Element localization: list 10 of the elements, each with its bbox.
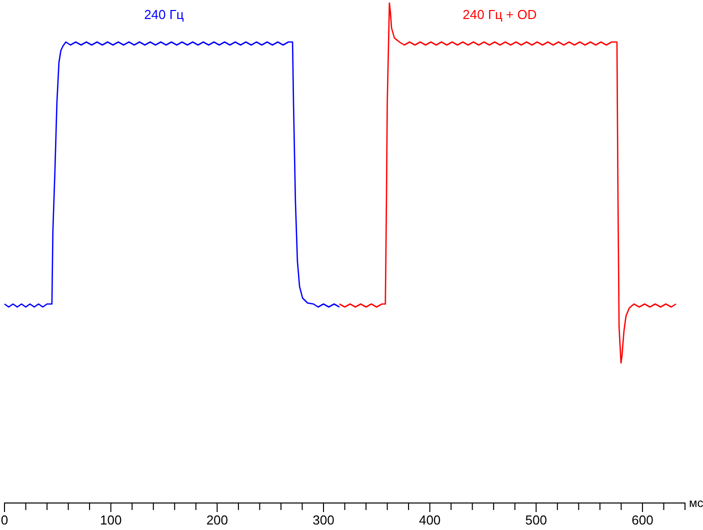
x-tick-label: 200 [206, 512, 228, 528]
x-axis-title: мс [689, 496, 703, 510]
series-label: 240 Гц + OD [462, 7, 537, 22]
series-label: 240 Гц [144, 7, 184, 22]
x-tick-label: 0 [0, 512, 8, 528]
x-tick-label: 400 [418, 512, 441, 528]
x-tick-label: 300 [312, 512, 334, 528]
x-tick-label: 500 [525, 512, 547, 528]
x-tick-label: 100 [100, 512, 122, 528]
x-tick-label: 600 [632, 512, 654, 528]
